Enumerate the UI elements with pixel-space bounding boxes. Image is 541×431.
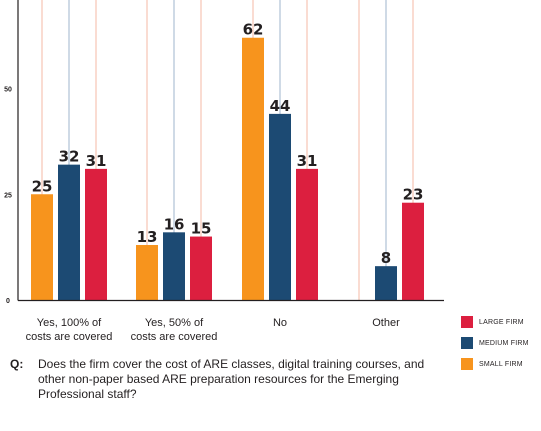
data-label: 31	[86, 152, 107, 170]
bar	[296, 168, 318, 300]
legend-swatch-large-firm	[461, 316, 473, 328]
y-tick-label: 25	[4, 192, 12, 199]
legend-label: MEDIUM FIRM	[479, 339, 529, 347]
legend-swatch-medium-firm	[461, 337, 473, 349]
bar	[242, 37, 264, 301]
bars	[31, 37, 424, 301]
data-label: 13	[137, 228, 158, 246]
data-label: 44	[270, 97, 291, 115]
data-label: 16	[164, 215, 185, 233]
bar	[375, 266, 397, 300]
question-prefix: Q:	[10, 357, 24, 371]
data-label: 8	[381, 249, 391, 267]
data-label: 15	[191, 220, 212, 238]
bar	[58, 164, 80, 300]
data-labels: 25 13 62 32 16 44 8 31 15 31 23	[32, 21, 424, 267]
bar	[402, 202, 424, 300]
x-category-label: Other	[372, 317, 400, 329]
gridlines	[41, 0, 414, 300]
axes: 0 25 50	[4, 0, 444, 305]
bar	[163, 232, 185, 300]
legend-item-large-firm: LARGE FIRM	[461, 316, 541, 328]
y-tick-label: 0	[6, 298, 10, 305]
legend-swatch-small-firm	[461, 358, 473, 370]
bar	[136, 245, 158, 300]
legend: LARGE FIRM MEDIUM FIRM SMALL FIRM	[461, 316, 541, 379]
y-tick-label: 50	[4, 87, 12, 94]
legend-label: SMALL FIRM	[479, 360, 523, 368]
data-label: 32	[59, 148, 80, 166]
x-category-label: Yes, 50% of costs are covered	[131, 317, 218, 343]
bar	[190, 236, 212, 300]
survey-question: Q: Does the firm cover the cost of ARE c…	[10, 357, 440, 402]
data-label: 62	[243, 21, 264, 39]
question-text: Does the firm cover the cost of ARE clas…	[38, 357, 425, 401]
data-label: 25	[32, 177, 53, 195]
bar	[85, 168, 107, 300]
x-axis-categories: Yes, 100% of costs are covered Yes, 50% of…	[26, 317, 401, 343]
x-category-label: No	[273, 317, 287, 329]
legend-item-small-firm: SMALL FIRM	[461, 358, 541, 370]
bar	[31, 194, 53, 300]
x-category-label: Yes, 100% of costs are covered	[26, 317, 113, 343]
data-label: 23	[403, 186, 424, 204]
legend-label: LARGE FIRM	[479, 318, 524, 326]
legend-item-medium-firm: MEDIUM FIRM	[461, 337, 541, 349]
data-label: 31	[297, 152, 318, 170]
bar	[269, 113, 291, 300]
